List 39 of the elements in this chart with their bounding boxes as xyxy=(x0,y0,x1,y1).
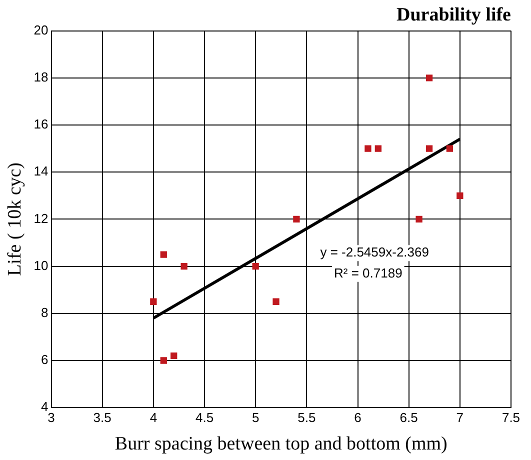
x-tick-label: 4.5 xyxy=(195,410,214,425)
annotation: R² = 0.7189 xyxy=(334,265,402,280)
x-tick-label: 5 xyxy=(252,410,260,425)
annotation: y = -2.5459x-2.369 xyxy=(320,244,429,260)
x-tick-label: 3.5 xyxy=(93,410,112,425)
point xyxy=(293,216,300,223)
point xyxy=(170,352,178,360)
x-tick-label: 6 xyxy=(354,410,362,425)
point xyxy=(252,262,259,270)
x-tick-label: 7 xyxy=(456,410,464,425)
y-tick-label: 6 xyxy=(41,352,48,368)
y-tick-label: 4 xyxy=(41,399,48,414)
y-axis-title: Life ( 10k cyc) xyxy=(4,162,26,276)
x-tick-label: 3 xyxy=(48,410,55,425)
point xyxy=(374,145,382,152)
y-tick-label: 16 xyxy=(34,116,48,132)
y-tick-label: 20 xyxy=(34,22,48,38)
y-tick-label: 8 xyxy=(41,304,48,320)
point xyxy=(272,298,280,305)
chart-title: Durability life xyxy=(396,4,511,26)
point xyxy=(364,145,372,152)
y-tick-label: 12 xyxy=(34,210,48,226)
point xyxy=(180,262,188,270)
y-tick-label: 18 xyxy=(34,69,48,84)
x-tick-label: 4 xyxy=(150,410,158,425)
x-axis-title: Burr spacing between top and bottom (mm) xyxy=(114,434,448,455)
x-tick-label: 5.5 xyxy=(298,410,316,425)
point xyxy=(446,145,454,152)
point xyxy=(416,216,422,223)
point xyxy=(426,74,433,82)
x-tick-label: 6.5 xyxy=(400,410,418,425)
x-tick-label: 7.5 xyxy=(502,410,520,425)
point xyxy=(150,298,157,305)
y-tick-label: 14 xyxy=(34,164,48,179)
y-tick-label: 10 xyxy=(34,258,48,273)
point xyxy=(456,192,464,199)
point xyxy=(160,251,167,258)
point xyxy=(160,357,167,364)
point xyxy=(426,145,433,152)
